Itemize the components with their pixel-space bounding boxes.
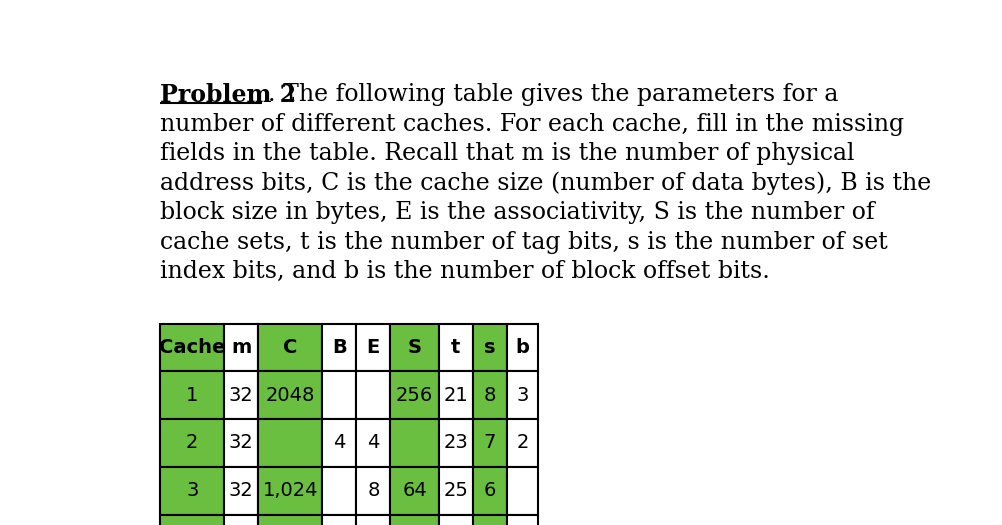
Bar [507, 467, 538, 514]
Bar [322, 372, 356, 419]
Text: 25: 25 [443, 481, 468, 500]
Bar [356, 324, 390, 372]
Bar [223, 514, 259, 525]
Text: block size in bytes, E is the associativity, S is the number of: block size in bytes, E is the associativ… [160, 201, 874, 224]
Bar [390, 324, 438, 372]
Bar [356, 514, 390, 525]
Bar [390, 372, 438, 419]
Bar [438, 419, 472, 467]
Text: 256: 256 [396, 386, 433, 405]
Text: address bits, C is the cache size (number of data bytes), B is the: address bits, C is the cache size (numbe… [160, 172, 931, 195]
Bar [160, 324, 223, 372]
Text: 2048: 2048 [266, 386, 315, 405]
Bar [160, 372, 223, 419]
Bar [322, 419, 356, 467]
Bar [472, 419, 507, 467]
Text: 8: 8 [483, 386, 496, 405]
Bar [322, 324, 356, 372]
Bar [472, 514, 507, 525]
Bar [223, 467, 259, 514]
Text: cache sets, t is the number of tag bits, s is the number of set: cache sets, t is the number of tag bits,… [160, 231, 887, 254]
Text: 2: 2 [516, 434, 528, 453]
Text: Problem 2: Problem 2 [160, 83, 297, 107]
Text: 6: 6 [483, 481, 496, 500]
Bar [356, 467, 390, 514]
Text: 32: 32 [228, 434, 254, 453]
Bar [438, 514, 472, 525]
Bar [438, 324, 472, 372]
Text: B: B [332, 338, 346, 357]
Bar [507, 514, 538, 525]
Bar [259, 419, 322, 467]
Text: 2: 2 [185, 434, 198, 453]
Bar [259, 324, 322, 372]
Text: fields in the table. Recall that m is the number of physical: fields in the table. Recall that m is th… [160, 142, 854, 165]
Bar [472, 372, 507, 419]
Bar [507, 372, 538, 419]
Bar [322, 467, 356, 514]
Text: t: t [451, 338, 460, 357]
Bar [438, 467, 472, 514]
Bar [390, 467, 438, 514]
Text: 8: 8 [367, 481, 379, 500]
Text: number of different caches. For each cache, fill in the missing: number of different caches. For each cac… [160, 113, 904, 136]
Text: 1,024: 1,024 [263, 481, 318, 500]
Text: 32: 32 [228, 481, 254, 500]
Text: C: C [283, 338, 297, 357]
Text: 1: 1 [185, 386, 198, 405]
Text: . The following table gives the parameters for a: . The following table gives the paramete… [268, 83, 838, 106]
Text: b: b [515, 338, 529, 357]
Bar [160, 419, 223, 467]
Bar [223, 324, 259, 372]
Text: 21: 21 [443, 386, 468, 405]
Text: 3: 3 [516, 386, 528, 405]
Bar [390, 419, 438, 467]
Bar [259, 514, 322, 525]
Text: m: m [230, 338, 252, 357]
Bar [472, 467, 507, 514]
Text: 4: 4 [367, 434, 379, 453]
Bar [507, 419, 538, 467]
Bar [390, 514, 438, 525]
Bar [356, 372, 390, 419]
Text: s: s [484, 338, 495, 357]
Text: 64: 64 [402, 481, 427, 500]
Bar [438, 372, 472, 419]
Bar [472, 324, 507, 372]
Bar [160, 467, 223, 514]
Bar [160, 514, 223, 525]
Text: 7: 7 [483, 434, 496, 453]
Text: 23: 23 [443, 434, 468, 453]
Bar [223, 419, 259, 467]
Bar [507, 324, 538, 372]
Text: 32: 32 [228, 386, 254, 405]
Bar [322, 514, 356, 525]
Bar [259, 372, 322, 419]
Bar [259, 467, 322, 514]
Text: E: E [367, 338, 380, 357]
Bar [356, 419, 390, 467]
Text: 4: 4 [333, 434, 345, 453]
Text: Cache: Cache [159, 338, 225, 357]
Text: 3: 3 [185, 481, 198, 500]
Text: S: S [407, 338, 421, 357]
Text: index bits, and b is the number of block offset bits.: index bits, and b is the number of block… [160, 260, 770, 284]
Bar [223, 372, 259, 419]
